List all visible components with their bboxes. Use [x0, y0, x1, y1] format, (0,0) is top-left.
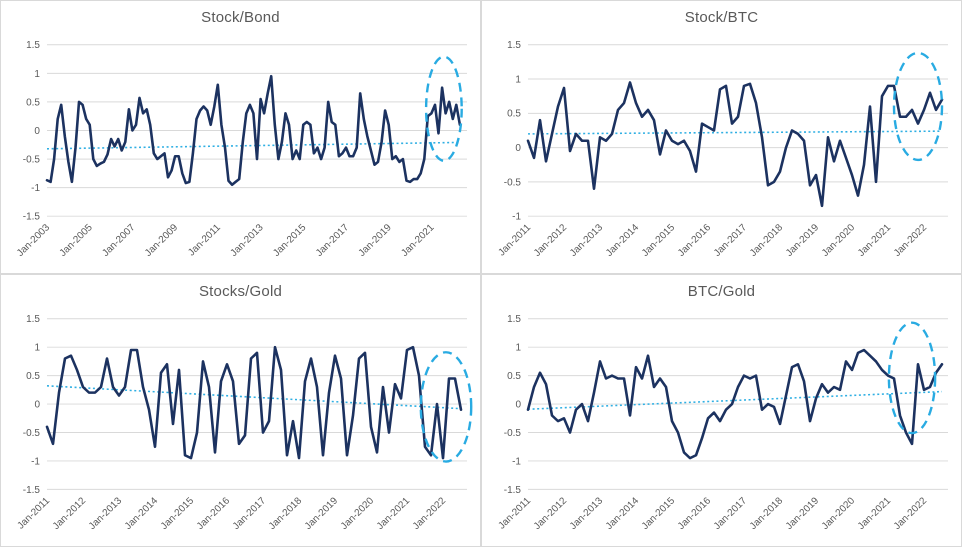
- x-tick-label: Jan-2017: [231, 496, 268, 532]
- x-tick-label: Jan-2011: [496, 222, 533, 258]
- x-tick-label: Jan-2020: [339, 495, 377, 532]
- chart-cell-stock-btc: Stock/BTC 1.5 1 0.5 0 -0.5 -1 Jan-2011 Jan-2012…: [481, 0, 962, 274]
- y-tick-label: 0.5: [507, 371, 521, 382]
- y-tick-label: -0.5: [504, 428, 522, 439]
- y-tick-label: -1: [512, 212, 521, 223]
- correlation-line: [526, 81, 944, 208]
- x-tick-label: Jan-2016: [676, 495, 714, 532]
- chart-cell-stock-bond: Stock/Bond 1.5 1 0.5 0 -0.5 -1 -1.5 Jan-2003 Jan…: [0, 0, 481, 274]
- chart-plot-btc-gold: 1.510.50-0.5-1-1.5Jan-2011Jan-2012Jan-20…: [496, 314, 948, 532]
- y-tick-label: 1.5: [507, 314, 521, 325]
- y-tick-label: 1: [515, 343, 521, 354]
- x-tick-label: Jan-2012: [51, 496, 88, 532]
- x-tick-label: Jan-2016: [676, 222, 714, 259]
- x-tick-label: Jan-2022: [411, 496, 448, 532]
- x-tick-label: Jan-2021: [375, 496, 412, 532]
- y-tick-label: -1.5: [23, 485, 41, 496]
- x-tick-label: Jan-2015: [271, 222, 309, 259]
- y-tick-label: 0: [34, 400, 40, 411]
- highlight-ellipse: [887, 321, 937, 435]
- y-tick-label: 1: [34, 69, 40, 80]
- x-tick-label: Jan-2021: [856, 496, 893, 532]
- x-tick-label: Jan-2013: [87, 495, 125, 532]
- y-tick-label: 1: [515, 75, 521, 86]
- y-tick-label: -1: [512, 456, 521, 467]
- trendline: [527, 390, 943, 411]
- x-tick-label: Jan-2013: [568, 495, 606, 532]
- y-tick-label: -0.5: [23, 428, 41, 439]
- chart-plot-stocks-gold: 1.510.50-0.5-1-1.5Jan-2011Jan-2012Jan-20…: [15, 314, 473, 532]
- y-tick-label: -1: [31, 183, 40, 194]
- x-tick-label: Jan-2020: [820, 495, 858, 532]
- x-tick-label: Jan-2014: [604, 495, 642, 532]
- y-tick-label: 1.5: [26, 40, 40, 51]
- trendline: [46, 385, 462, 410]
- highlight-ellipse: [892, 51, 944, 162]
- chart-title-stocks-gold: Stocks/Gold: [198, 283, 283, 300]
- chart-cell-btc-gold: BTC/Gold 1.5 1 0.5 0 -0.5 -1 -1.5 Jan-2011 Jan-2…: [481, 274, 962, 547]
- x-tick-label: Jan-2015: [640, 222, 678, 259]
- y-tick-label: 1.5: [26, 314, 40, 325]
- chart-cell-stocks-gold: Stocks/Gold 1.5 1 0.5 0 -0.5 -1 -1.5 Jan-2011 Ja…: [0, 274, 481, 547]
- x-tick-label: Jan-2011: [186, 222, 223, 258]
- x-tick-label: Jan-2009: [143, 222, 181, 259]
- x-tick-label: Jan-2018: [267, 495, 305, 532]
- x-tick-label: Jan-2017: [712, 496, 749, 532]
- y-tick-label: 1.5: [507, 40, 521, 51]
- x-tick-label: Jan-2019: [784, 495, 822, 532]
- x-tick-label: Jan-2017: [314, 222, 351, 259]
- y-tick-label: 1: [34, 343, 40, 354]
- x-tick-label: Jan-2007: [100, 222, 137, 259]
- y-tick-label: 0.5: [26, 97, 40, 108]
- x-tick-label: Jan-2022: [892, 496, 929, 532]
- x-tick-label: Jan-2015: [159, 495, 197, 532]
- y-tick-label: 0.5: [507, 109, 521, 120]
- x-tick-label: Jan-2021: [856, 222, 894, 259]
- x-tick-label: Jan-2003: [15, 222, 53, 259]
- x-tick-label: Jan-2012: [532, 496, 569, 532]
- x-tick-label: Jan-2013: [568, 222, 606, 259]
- highlight-ellipse: [424, 55, 463, 162]
- correlation-line: [45, 345, 463, 460]
- y-tick-label: -0.5: [504, 177, 522, 188]
- y-tick-label: -0.5: [23, 155, 41, 166]
- chart-title-btc-gold: BTC/Gold: [687, 283, 756, 300]
- y-tick-label: 0: [515, 143, 521, 154]
- x-tick-label: Jan-2020: [820, 222, 858, 259]
- x-tick-label: Jan-2012: [532, 222, 569, 259]
- x-tick-label: Jan-2011: [496, 496, 533, 532]
- x-tick-label: Jan-2014: [604, 222, 642, 259]
- x-tick-label: Jan-2017: [712, 222, 749, 259]
- correlation-line: [526, 348, 944, 460]
- chart-title-stock-btc: Stock/BTC: [684, 9, 759, 26]
- x-tick-label: Jan-2014: [123, 495, 161, 532]
- y-tick-label: -1: [31, 456, 40, 467]
- chart-title-stock-bond: Stock/Bond: [201, 9, 280, 26]
- x-tick-label: Jan-2018: [748, 222, 786, 259]
- y-tick-label: 0.5: [26, 371, 40, 382]
- y-tick-label: 0: [34, 126, 40, 137]
- x-tick-label: Jan-2019: [303, 495, 341, 532]
- y-tick-label: -1.5: [504, 485, 522, 496]
- x-tick-label: Jan-2015: [640, 495, 678, 532]
- y-tick-label: 0: [515, 400, 521, 411]
- x-tick-label: Jan-2021: [399, 222, 437, 259]
- x-tick-label: Jan-2019: [784, 222, 822, 259]
- x-tick-label: Jan-2013: [228, 222, 266, 259]
- x-tick-label: Jan-2005: [58, 222, 96, 259]
- correlation-line: [45, 74, 462, 187]
- x-tick-label: Jan-2011: [15, 496, 52, 532]
- highlight-ellipse: [419, 351, 473, 463]
- x-tick-label: Jan-2019: [357, 222, 395, 259]
- x-tick-label: Jan-2016: [195, 495, 233, 532]
- x-tick-label: Jan-2022: [892, 222, 929, 259]
- y-tick-label: -1.5: [23, 212, 41, 223]
- chart-plot-stock-btc: 1.510.50-0.5-1Jan-2011Jan-2012Jan-2013Ja…: [496, 40, 948, 259]
- x-tick-label: Jan-2018: [748, 495, 786, 532]
